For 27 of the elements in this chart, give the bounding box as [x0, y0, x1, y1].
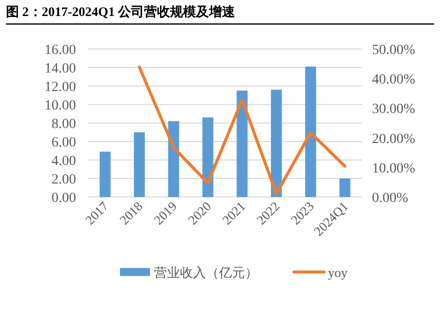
y2-tick-label: 0.00% [372, 191, 408, 206]
y-tick-label: 16.00 [44, 43, 76, 58]
y-tick-label: 4.00 [52, 154, 76, 169]
bar [305, 66, 316, 197]
bar [270, 90, 282, 197]
y-tick-label: 6.00 [52, 136, 76, 150]
chart-title: 图 2：2017-2024Q1 公司营收规模及增速 [6, 4, 236, 19]
bar [134, 132, 145, 197]
y-tick-label: 14.00 [44, 62, 76, 76]
y2-tick-label: 50.00% [372, 43, 416, 58]
y2-tick-label: 20.00% [372, 132, 416, 147]
bar [202, 117, 214, 197]
bar [236, 90, 248, 197]
y2-tick-label: 30.00% [372, 102, 416, 118]
line-series [138, 66, 346, 196]
y-tick-label: 12.00 [44, 80, 76, 95]
y-tick-label: 10.00 [44, 98, 76, 114]
bar [339, 178, 350, 197]
legend-label: 营业收入（亿元） [154, 265, 258, 280]
y-tick-label: 2.00 [52, 172, 76, 188]
y2-tick-label: 40.00% [372, 72, 416, 88]
legend-label: yoy [328, 265, 348, 280]
bar [168, 121, 180, 197]
bar [100, 152, 111, 197]
y-tick-label: 0.00 [52, 191, 76, 206]
y2-tick-label: 10.00% [372, 161, 416, 176]
y-tick-label: 8.00 [52, 117, 76, 132]
